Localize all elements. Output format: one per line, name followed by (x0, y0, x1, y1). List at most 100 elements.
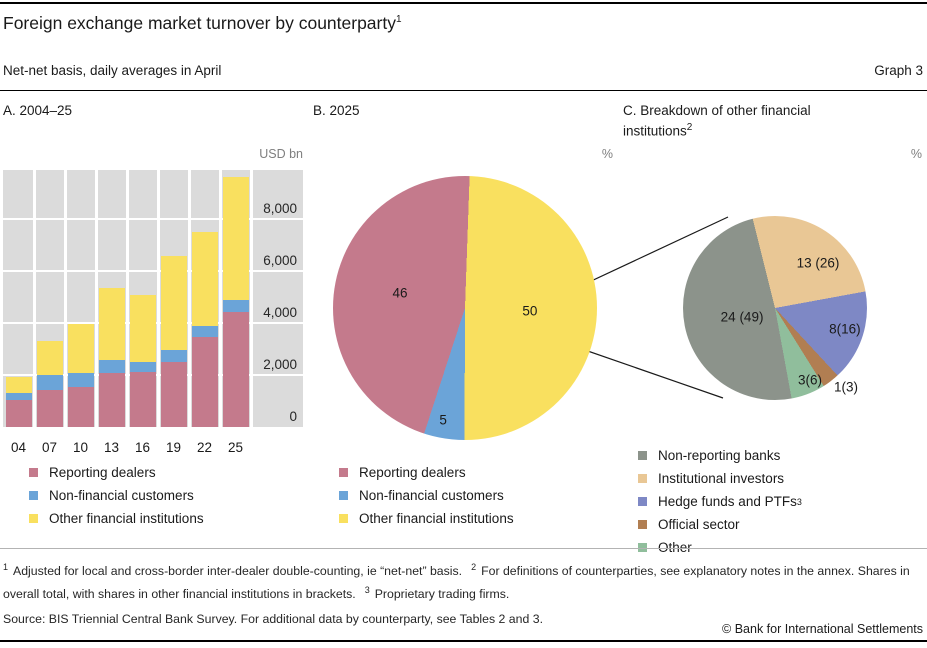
footnote-text-2: For definitions of counterparties, see e… (3, 564, 910, 601)
pie-label-non-reporting-banks: 24 (49) (720, 309, 764, 325)
x-axis-tick-07: 07 (41, 440, 58, 455)
x-axis-tick-25: 25 (227, 440, 244, 455)
bar-07-non-financial-customers (36, 375, 63, 390)
source-line: Source: BIS Triennial Central Bank Surve… (3, 612, 543, 626)
legend-item-other-financial-institutions: Other financial institutions (339, 507, 514, 530)
legend-label: Other (658, 540, 692, 555)
legend-item-non-financial-customers: Non-financial customers (339, 484, 514, 507)
bar-19-other-financial-institutions (160, 255, 187, 350)
bar-13-reporting-dealers (98, 372, 125, 427)
bar-13-non-financial-customers (98, 360, 125, 373)
pie-label-reporting-dealers: 46 (392, 285, 408, 301)
bar-19-non-financial-customers (160, 350, 187, 362)
bar-04-non-financial-customers (5, 393, 32, 401)
legend-label: Other financial institutions (49, 511, 204, 526)
legend-label: Non-financial customers (49, 488, 194, 503)
column-separator (219, 170, 222, 427)
x-axis-tick-10: 10 (72, 440, 89, 455)
legend-item-non-financial-customers: Non-financial customers (29, 484, 204, 507)
panel-a-title: A. 2004–25 (3, 103, 73, 118)
pie-label-hedge-funds-and-ptfs: 8(16) (829, 321, 861, 337)
bar-25-other-financial-institutions (222, 177, 249, 300)
legend-item-hedge-funds-and-ptfs: Hedge funds and PTFs 3 (638, 490, 802, 513)
copyright-line: © Bank for International Settlements (722, 622, 923, 636)
panel-c-title-footnote-marker: 2 (686, 122, 693, 133)
legend-item-reporting-dealers: Reporting dealers (29, 461, 204, 484)
other-swatch-icon (638, 543, 647, 552)
bar-07-reporting-dealers (36, 389, 63, 427)
legend-label: Official sector (658, 517, 740, 532)
footnote-text-3: Proprietary trading firms. (374, 586, 510, 601)
panel-a-x-axis-labels: 04 07 10 13 16 19 22 25 (3, 440, 303, 456)
hedge-funds-and-ptfs-swatch-icon (638, 497, 647, 506)
y-axis-tick-8000: 8,000 (263, 201, 297, 216)
page-title: Foreign exchange market turnover by coun… (3, 13, 402, 34)
legend-item-other-financial-institutions: Other financial institutions (29, 507, 204, 530)
x-axis-tick-04: 04 (10, 440, 27, 455)
legend-item-official-sector: Official sector (638, 513, 802, 536)
bar-07-other-financial-institutions (36, 340, 63, 376)
bar-13-other-financial-institutions (98, 287, 125, 361)
panel-b-unit-label: % (601, 147, 613, 161)
pie-label-other-financial-institutions: 50 (522, 303, 538, 319)
column-separator (157, 170, 160, 427)
non-financial-customers-swatch-icon (29, 491, 38, 500)
bar-10-non-financial-customers (67, 373, 94, 387)
x-axis-tick-19: 19 (165, 440, 182, 455)
legend-label: Non-reporting banks (658, 448, 781, 463)
legend-label: Reporting dealers (359, 465, 466, 480)
y-axis-tick-0: 0 (289, 409, 297, 424)
panel-b-title: B. 2025 (313, 103, 360, 118)
footnote-marker-2: 2 (471, 562, 477, 572)
pie-label-institutional-investors: 13 (26) (796, 255, 840, 271)
column-separator (126, 170, 129, 427)
official-sector-swatch-icon (638, 520, 647, 529)
other-financial-institutions-swatch-icon (29, 514, 38, 523)
bar-04-other-financial-institutions (5, 376, 32, 394)
top-rule (0, 2, 927, 4)
footnotes: 1 Adjusted for local and cross-border int… (3, 558, 924, 603)
bar-16-other-financial-institutions (129, 295, 156, 363)
bar-25-non-financial-customers (222, 299, 249, 313)
pie-label-non-financial-customers: 5 (439, 412, 447, 428)
page-title-footnote-marker: 1 (395, 14, 402, 26)
reporting-dealers-swatch-icon (29, 468, 38, 477)
legend-item-institutional-investors: Institutional investors (638, 467, 802, 490)
panel-c-title: C. Breakdown of other financial institut… (623, 102, 875, 140)
panel-c-legend: Non-reporting banks Institutional investo… (638, 444, 802, 559)
pie-label-official-sector: 1(3) (834, 379, 859, 395)
x-axis-tick-13: 13 (103, 440, 120, 455)
legend-label: Institutional investors (658, 471, 785, 486)
legend-label: Other financial institutions (359, 511, 514, 526)
panel-a-legend: Reporting dealers Non-financial customers… (29, 461, 204, 530)
header-rule (0, 90, 927, 91)
bar-22-other-financial-institutions (191, 231, 218, 326)
footnote-text-1: Adjusted for local and cross-border inte… (13, 564, 463, 579)
page-title-text: Foreign exchange market turnover by coun… (3, 13, 396, 33)
bar-10-other-financial-institutions (67, 323, 94, 374)
panel-c-title-text: C. Breakdown of other financial institut… (623, 103, 811, 139)
graph-number-label: Graph 3 (874, 63, 923, 78)
reporting-dealers-swatch-icon (339, 468, 348, 477)
non-reporting-banks-swatch-icon (638, 451, 647, 460)
column-separator (188, 170, 191, 427)
bar-19-reporting-dealers (160, 361, 187, 427)
y-axis-tick-4000: 4,000 (263, 305, 297, 320)
panel-a-unit-label: USD bn (259, 147, 303, 161)
column-separator (33, 170, 36, 427)
x-axis-tick-16: 16 (134, 440, 151, 455)
y-axis-tick-6000: 6,000 (263, 253, 297, 268)
panel-b-legend: Reporting dealers Non-financial customers… (339, 461, 514, 530)
institutional-investors-swatch-icon (638, 474, 647, 483)
panel-c-unit-label: % (910, 147, 922, 161)
bar-22-reporting-dealers (191, 337, 218, 427)
bottom-rule (0, 640, 927, 642)
pie-label-other: 3(6) (797, 372, 822, 388)
gridline-8000 (3, 218, 303, 220)
column-separator (250, 170, 253, 427)
legend-footnote-marker: 3 (796, 496, 802, 507)
footnote-marker-1: 1 (3, 562, 9, 572)
legend-item-reporting-dealers: Reporting dealers (339, 461, 514, 484)
footnote-marker-3: 3 (364, 584, 370, 595)
